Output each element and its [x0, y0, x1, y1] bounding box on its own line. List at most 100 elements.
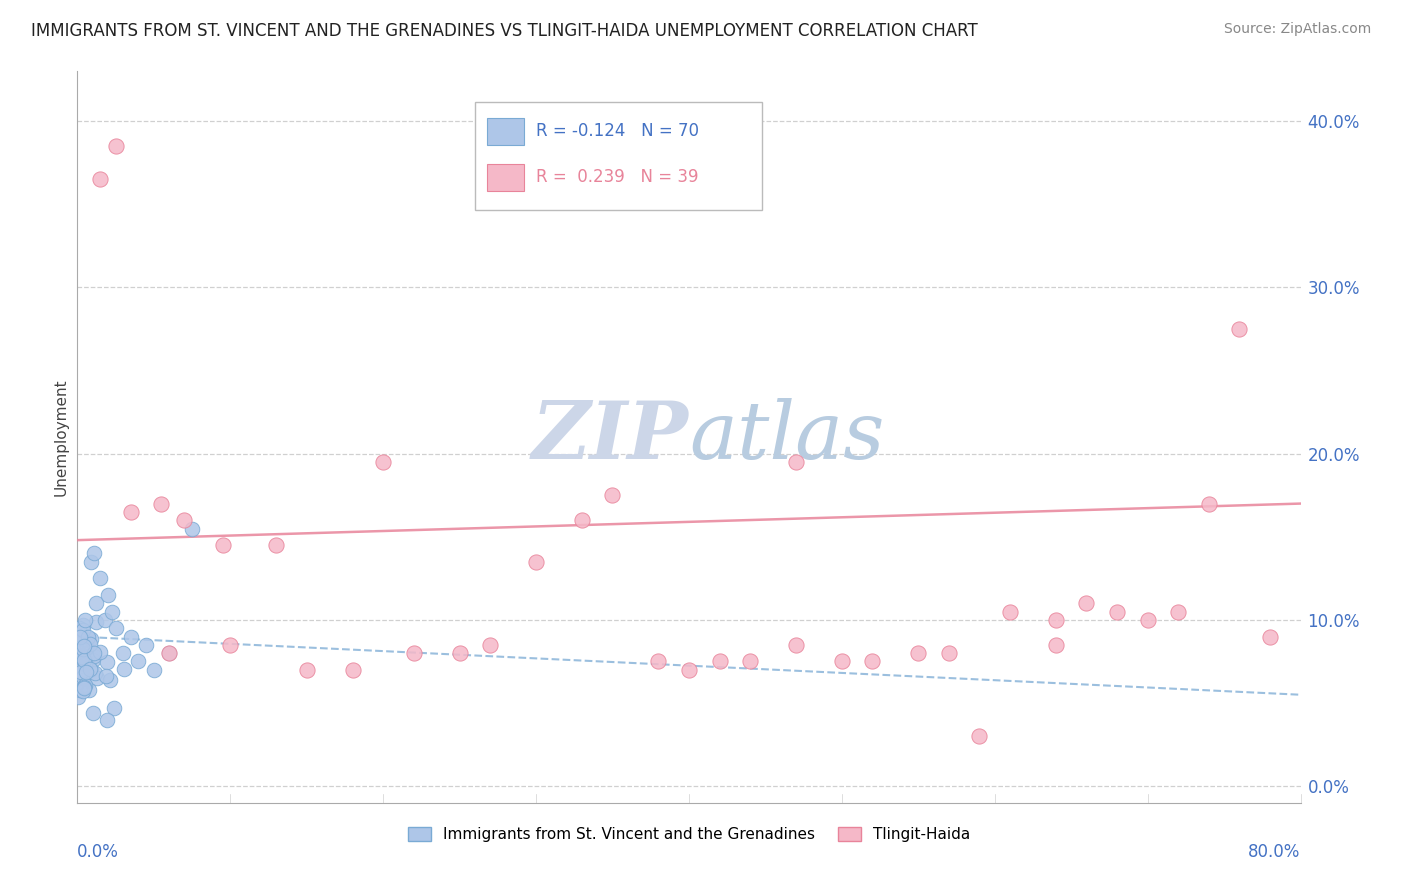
Point [135, 638, 157, 652]
Text: R =  0.239   N = 39: R = 0.239 N = 39 [536, 169, 699, 186]
Point [1045, 613, 1067, 627]
Point [103, 701, 125, 715]
Point [75, 665, 97, 679]
Point [479, 638, 502, 652]
Point [69, 640, 91, 654]
Point [73, 641, 96, 656]
Point [938, 646, 960, 660]
Text: Source: ZipAtlas.com: Source: ZipAtlas.com [1223, 22, 1371, 37]
Point [98, 673, 121, 687]
Point [1198, 497, 1220, 511]
Point [112, 646, 135, 660]
Point [73, 678, 96, 692]
Point [75, 637, 97, 651]
Point [647, 655, 669, 669]
Point [709, 655, 731, 669]
Text: 80.0%: 80.0% [1249, 843, 1301, 861]
Point [67, 621, 90, 635]
Point [67, 660, 90, 674]
Point [73, 613, 96, 627]
Point [142, 663, 165, 677]
Point [97, 588, 120, 602]
Point [79, 637, 101, 651]
Point [84, 615, 107, 629]
Legend: Immigrants from St. Vincent and the Grenadines, Tlingit-Haida: Immigrants from St. Vincent and the Gren… [401, 820, 977, 850]
Text: ZIP: ZIP [531, 399, 689, 475]
Point [70, 650, 93, 665]
Point [907, 646, 929, 660]
Text: atlas: atlas [689, 399, 884, 475]
Point [67, 649, 90, 664]
Point [70, 679, 93, 693]
Text: R = -0.124   N = 70: R = -0.124 N = 70 [536, 122, 699, 140]
Point [69, 682, 91, 697]
Point [73, 653, 96, 667]
Point [969, 729, 991, 743]
Point [1045, 638, 1067, 652]
Point [80, 632, 103, 646]
Point [1076, 596, 1098, 610]
Point [449, 646, 471, 660]
Point [157, 646, 180, 660]
Point [157, 646, 180, 660]
Point [96, 669, 118, 683]
Point [69, 663, 91, 677]
Point [295, 663, 318, 677]
Point [1107, 605, 1129, 619]
Point [371, 455, 394, 469]
Point [79, 662, 101, 676]
Point [602, 488, 624, 502]
Point [89, 172, 111, 186]
Point [80, 663, 103, 677]
Point [1258, 630, 1281, 644]
Y-axis label: Unemployment: Unemployment [53, 378, 69, 496]
Point [89, 571, 111, 585]
Point [211, 538, 233, 552]
Point [96, 656, 118, 670]
Point [77, 683, 100, 698]
Point [72, 624, 94, 638]
Point [72, 684, 94, 698]
Point [72, 670, 94, 684]
Point [73, 681, 96, 695]
Point [94, 613, 117, 627]
Point [75, 657, 97, 671]
Point [173, 513, 195, 527]
Point [112, 662, 135, 676]
FancyBboxPatch shape [475, 102, 762, 211]
Point [67, 665, 90, 680]
Point [1229, 322, 1251, 336]
FancyBboxPatch shape [486, 118, 524, 145]
Point [104, 621, 127, 635]
Point [785, 455, 807, 469]
Point [83, 546, 105, 560]
Point [72, 618, 94, 632]
Point [75, 657, 97, 671]
Point [69, 630, 91, 644]
Point [72, 642, 94, 657]
Point [73, 651, 96, 665]
FancyBboxPatch shape [486, 164, 524, 191]
Point [84, 596, 107, 610]
Point [150, 497, 173, 511]
Point [219, 638, 242, 652]
Point [524, 555, 547, 569]
Point [1136, 613, 1159, 627]
Point [402, 646, 425, 660]
Point [75, 640, 97, 655]
Point [127, 655, 149, 669]
Point [75, 647, 97, 661]
Point [342, 663, 364, 677]
Point [89, 645, 111, 659]
Point [96, 713, 118, 727]
Text: 0.0%: 0.0% [77, 843, 120, 861]
Point [84, 666, 107, 681]
Point [76, 651, 98, 665]
Point [73, 680, 96, 694]
Point [67, 690, 90, 705]
Point [998, 605, 1021, 619]
Point [73, 680, 96, 694]
Point [1167, 605, 1189, 619]
Point [86, 671, 108, 685]
Point [120, 630, 142, 644]
